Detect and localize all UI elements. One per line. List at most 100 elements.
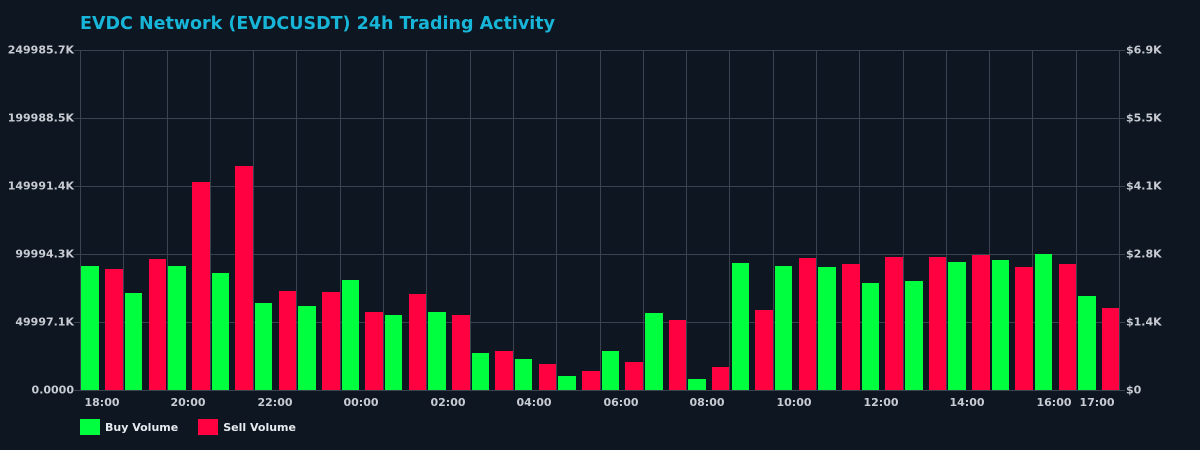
right-axis-label: $1.4K [1126, 315, 1162, 329]
x-axis-label: 10:00 [776, 396, 812, 409]
v-gridline [773, 50, 774, 390]
right-axis-label: $6.9K [1126, 43, 1162, 57]
x-axis-label: 20:00 [170, 396, 206, 409]
v-gridline [1119, 50, 1120, 390]
right-axis-tick [1119, 254, 1125, 255]
left-axis-tick [74, 50, 80, 51]
v-gridline [686, 50, 687, 390]
buy-volume-bar[interactable] [81, 266, 99, 390]
left-axis-label: 149991.4K [7, 179, 74, 193]
sell-volume-bar[interactable] [842, 264, 860, 390]
v-gridline [1076, 50, 1077, 390]
buy-volume-bar[interactable] [428, 312, 446, 390]
v-gridline [167, 50, 168, 390]
legend-item-buy-volume[interactable]: Buy Volume [80, 419, 178, 435]
right-axis-tick [1119, 118, 1125, 119]
buy-volume-bar[interactable] [688, 379, 706, 390]
sell-volume-bar[interactable] [582, 371, 600, 390]
sell-volume-bar[interactable] [799, 258, 816, 390]
v-gridline [903, 50, 904, 390]
right-axis-tick [1119, 322, 1125, 323]
sell-volume-bar[interactable] [452, 315, 470, 390]
right-axis-tick [1119, 186, 1125, 187]
left-axis-label: 0.0000 [31, 383, 74, 397]
buy-volume-bar[interactable] [645, 313, 663, 390]
v-gridline [729, 50, 730, 390]
sell-volume-bar[interactable] [235, 166, 253, 390]
sell-volume-bar[interactable] [712, 367, 729, 390]
v-gridline [470, 50, 471, 390]
v-gridline [513, 50, 514, 390]
right-axis-label: $5.5K [1126, 111, 1162, 125]
buy-volume-bar[interactable] [1035, 254, 1052, 390]
v-gridline [253, 50, 254, 390]
v-gridline [946, 50, 947, 390]
buy-volume-bar[interactable] [818, 267, 836, 390]
buy-volume-bar[interactable] [732, 263, 749, 390]
sell-volume-bar[interactable] [669, 320, 686, 390]
sell-volume-bar[interactable] [625, 362, 643, 390]
v-gridline [210, 50, 211, 390]
legend-item-sell-volume[interactable]: Sell Volume [198, 419, 296, 435]
sell-volume-bar[interactable] [192, 182, 210, 390]
buy-volume-bar[interactable] [775, 266, 792, 390]
buy-volume-bar[interactable] [472, 353, 489, 390]
x-axis-label: 08:00 [689, 396, 725, 409]
sell-volume-bar[interactable] [1102, 308, 1119, 390]
sell-volume-bar[interactable] [105, 269, 123, 390]
sell-volume-bar[interactable] [1059, 264, 1076, 390]
buy-volume-bar[interactable] [342, 280, 359, 390]
sell-volume-bar[interactable] [365, 312, 383, 390]
sell-volume-bar[interactable] [755, 310, 773, 390]
right-axis-label: $4.1K [1126, 179, 1162, 193]
x-axis-label: 02:00 [430, 396, 466, 409]
left-axis-tick [74, 254, 80, 255]
right-axis-tick [1119, 50, 1125, 51]
sell-volume-bar[interactable] [279, 291, 296, 390]
sell-volume-bar[interactable] [149, 259, 166, 390]
x-axis-label: 12:00 [863, 396, 899, 409]
sell-volume-bar[interactable] [409, 294, 426, 390]
buy-volume-bar[interactable] [948, 262, 966, 390]
sell-volume-bar[interactable] [972, 255, 990, 390]
left-axis-tick [74, 186, 80, 187]
sell-volume-swatch [198, 419, 219, 435]
buy-volume-bar[interactable] [992, 260, 1009, 390]
buy-volume-bar[interactable] [125, 293, 142, 390]
v-gridline [340, 50, 341, 390]
x-axis-label: 00:00 [343, 396, 379, 409]
left-axis-label: 49997.1K [15, 315, 74, 329]
buy-volume-bar[interactable] [862, 283, 879, 390]
left-axis-tick [74, 390, 80, 391]
x-axis-label: 14:00 [949, 396, 985, 409]
buy-volume-bar[interactable] [255, 303, 272, 390]
buy-volume-bar[interactable] [1078, 296, 1096, 390]
buy-volume-bar[interactable] [905, 281, 923, 390]
sell-volume-bar[interactable] [1015, 267, 1033, 390]
buy-volume-bar[interactable] [298, 306, 316, 390]
legend-label: Sell Volume [223, 420, 296, 434]
right-axis-label: $2.8K [1126, 247, 1162, 261]
buy-volume-bar[interactable] [168, 266, 186, 390]
buy-volume-bar[interactable] [602, 351, 619, 390]
left-axis-tick [74, 118, 80, 119]
sell-volume-bar[interactable] [495, 351, 513, 390]
v-gridline [426, 50, 427, 390]
right-axis-tick [1119, 390, 1125, 391]
x-axis-label: 04:00 [516, 396, 552, 409]
x-axis-label: 16:00 [1036, 396, 1072, 409]
left-axis-label: 199988.5K [7, 111, 74, 125]
sell-volume-bar[interactable] [322, 292, 340, 390]
buy-volume-bar[interactable] [212, 273, 229, 390]
sell-volume-bar[interactable] [539, 364, 556, 390]
buy-volume-bar[interactable] [385, 315, 402, 390]
chart-title: EVDC Network (EVDCUSDT) 24h Trading Acti… [80, 14, 556, 34]
sell-volume-bar[interactable] [929, 257, 946, 390]
buy-volume-bar[interactable] [558, 376, 576, 390]
v-gridline [859, 50, 860, 390]
legend: Buy Volume Sell Volume [80, 419, 316, 435]
h-gridline [80, 390, 1120, 391]
sell-volume-bar[interactable] [885, 257, 903, 390]
right-axis-label: $0 [1126, 383, 1142, 397]
buy-volume-bar[interactable] [515, 359, 532, 390]
